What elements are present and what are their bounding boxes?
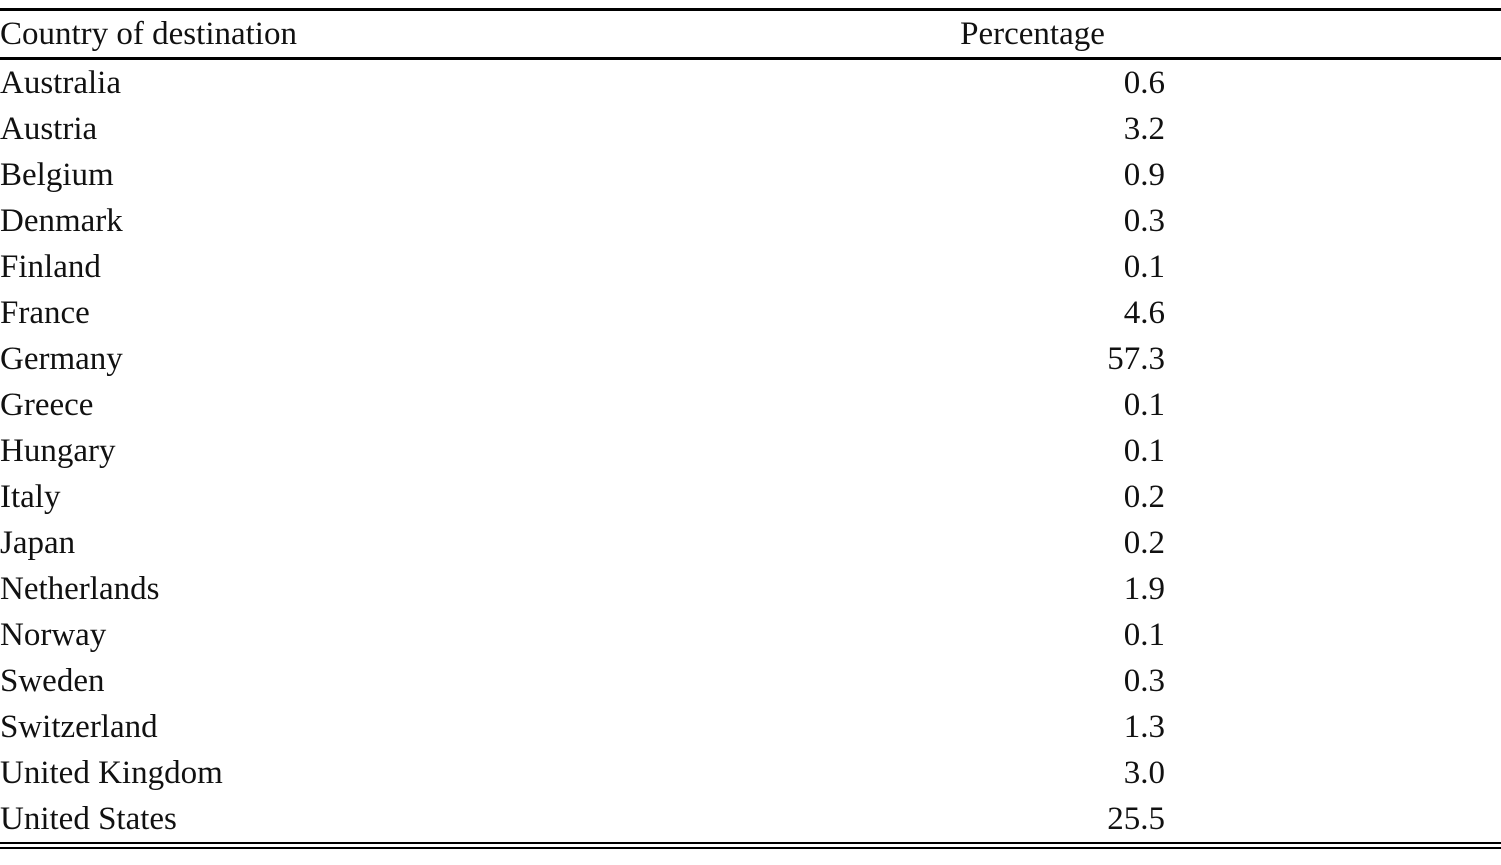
row-spacer-cell bbox=[1165, 750, 1501, 796]
table-row: Austria 3.2 bbox=[0, 106, 1501, 152]
percentage-cell: 4.6 bbox=[1123, 294, 1165, 331]
table-row: Hungary 0.1 bbox=[0, 428, 1501, 474]
column-header-country: Country of destination bbox=[0, 15, 297, 52]
table-row: Japan 0.2 bbox=[0, 520, 1501, 566]
country-cell: Belgium bbox=[0, 156, 114, 193]
country-cell: Netherlands bbox=[0, 570, 160, 607]
country-cell: Germany bbox=[0, 340, 123, 377]
country-cell: Norway bbox=[0, 616, 107, 653]
percentage-cell: 0.6 bbox=[1123, 64, 1165, 101]
row-spacer-cell bbox=[1165, 336, 1501, 382]
table-row: Denmark 0.3 bbox=[0, 198, 1501, 244]
country-cell: United Kingdom bbox=[0, 754, 223, 791]
row-spacer-cell bbox=[1165, 59, 1501, 107]
country-cell: Sweden bbox=[0, 662, 105, 699]
row-spacer-cell bbox=[1165, 290, 1501, 336]
row-spacer-cell bbox=[1165, 566, 1501, 612]
country-cell: France bbox=[0, 294, 90, 331]
country-cell: Denmark bbox=[0, 202, 123, 239]
row-spacer-cell bbox=[1165, 244, 1501, 290]
percentage-cell: 0.2 bbox=[1123, 524, 1165, 561]
table-row: United States 25.5 bbox=[0, 796, 1501, 846]
table-row: Greece 0.1 bbox=[0, 382, 1501, 428]
column-header-percentage: Percentage bbox=[960, 15, 1105, 52]
percentage-cell: 0.1 bbox=[1123, 432, 1165, 469]
row-spacer-cell bbox=[1165, 428, 1501, 474]
percentage-cell: 1.9 bbox=[1123, 570, 1165, 607]
country-cell: Finland bbox=[0, 248, 101, 285]
percentage-cell: 25.5 bbox=[1107, 800, 1165, 837]
table-row: Switzerland 1.3 bbox=[0, 704, 1501, 750]
percentage-cell: 0.1 bbox=[1123, 616, 1165, 653]
row-spacer-cell bbox=[1165, 796, 1501, 846]
country-cell: Japan bbox=[0, 524, 76, 561]
country-cell: Austria bbox=[0, 110, 98, 147]
country-cell: Greece bbox=[0, 386, 94, 423]
country-cell: Italy bbox=[0, 478, 61, 515]
percentage-cell: 0.3 bbox=[1123, 202, 1165, 239]
row-spacer-cell bbox=[1165, 704, 1501, 750]
row-spacer-cell bbox=[1165, 106, 1501, 152]
country-cell: United States bbox=[0, 800, 177, 837]
percentage-cell: 3.2 bbox=[1123, 110, 1165, 147]
table-row: Sweden 0.3 bbox=[0, 658, 1501, 704]
table-row: France 4.6 bbox=[0, 290, 1501, 336]
table-row: Belgium 0.9 bbox=[0, 152, 1501, 198]
country-cell: Hungary bbox=[0, 432, 116, 469]
table-row: Finland 0.1 bbox=[0, 244, 1501, 290]
destination-percentage-table: Country of destination Percentage Austra… bbox=[0, 8, 1501, 849]
percentage-cell: 1.3 bbox=[1123, 708, 1165, 745]
percentage-cell: 0.9 bbox=[1123, 156, 1165, 193]
header-spacer-cell bbox=[1165, 10, 1501, 59]
percentage-cell: 0.1 bbox=[1123, 248, 1165, 285]
row-spacer-cell bbox=[1165, 658, 1501, 704]
percentage-cell: 3.0 bbox=[1123, 754, 1165, 791]
table-row: Germany 57.3 bbox=[0, 336, 1501, 382]
country-cell: Australia bbox=[0, 64, 121, 101]
percentage-cell: 57.3 bbox=[1107, 340, 1165, 377]
percentage-cell: 0.2 bbox=[1123, 478, 1165, 515]
row-spacer-cell bbox=[1165, 152, 1501, 198]
row-spacer-cell bbox=[1165, 382, 1501, 428]
row-spacer-cell bbox=[1165, 520, 1501, 566]
row-spacer-cell bbox=[1165, 612, 1501, 658]
table-row: Australia 0.6 bbox=[0, 59, 1501, 107]
row-spacer-cell bbox=[1165, 474, 1501, 520]
table-row: Norway 0.1 bbox=[0, 612, 1501, 658]
country-cell: Switzerland bbox=[0, 708, 158, 745]
table-row: Netherlands 1.9 bbox=[0, 566, 1501, 612]
table-header-row: Country of destination Percentage bbox=[0, 9, 1501, 59]
row-spacer-cell bbox=[1165, 198, 1501, 244]
percentage-cell: 0.3 bbox=[1123, 662, 1165, 699]
percentage-cell: 0.1 bbox=[1123, 386, 1165, 423]
table-row: Italy 0.2 bbox=[0, 474, 1501, 520]
table-body: Australia 0.6 Austria 3.2 Belgium 0.9 Denmark 0… bbox=[0, 59, 1501, 846]
table-row: United Kingdom 3.0 bbox=[0, 750, 1501, 796]
